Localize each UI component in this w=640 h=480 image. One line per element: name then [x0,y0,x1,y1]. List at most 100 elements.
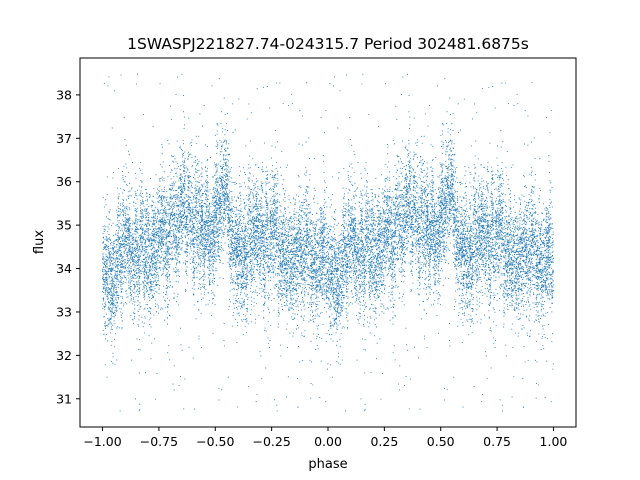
data-point [496,228,498,230]
data-point [266,254,268,256]
data-point [477,216,479,218]
data-point [360,260,362,262]
data-point [294,248,296,250]
data-point [264,286,265,287]
data-point [272,196,274,197]
data-point [199,228,201,229]
data-point [135,177,137,179]
data-point [470,247,472,249]
data-point [215,204,216,206]
data-point [512,235,514,237]
data-point [491,207,493,209]
data-point [450,162,451,164]
data-point [317,218,319,220]
data-point [449,242,451,244]
data-point [544,268,546,270]
data-point [524,226,526,228]
data-point [108,292,110,294]
data-point [542,308,544,310]
data-point [317,308,319,310]
data-point [519,241,521,243]
data-point [400,241,402,243]
data-point [278,257,280,259]
data-point [451,182,453,184]
data-point [511,244,513,246]
data-point [428,297,429,299]
data-point [447,128,449,130]
data-point [492,225,494,227]
data-point [342,260,344,262]
data-point [456,219,458,221]
data-point [270,234,272,236]
data-point [439,227,441,229]
data-point [459,207,461,209]
data-point [536,294,538,296]
data-point [480,205,482,207]
data-point [493,182,494,184]
data-point [303,173,305,175]
data-point [293,302,295,304]
data-point [474,236,476,237]
data-point [234,249,235,251]
data-point [160,233,162,235]
data-point [253,215,255,217]
data-point [251,218,253,220]
data-point [267,264,269,266]
data-point [353,242,355,244]
data-point [206,211,208,213]
data-point [515,282,517,284]
data-point [545,263,547,265]
data-point [195,209,197,211]
data-point [205,203,207,205]
data-point [467,267,469,269]
data-point [150,286,151,288]
data-point [527,283,529,285]
data-point [517,294,519,296]
data-point [543,220,544,222]
data-point [303,228,304,230]
data-point [157,201,159,203]
data-point [129,254,131,255]
data-point [352,256,353,258]
data-point [520,313,522,315]
data-point [169,259,171,261]
data-point [338,312,340,314]
data-point [463,228,465,230]
data-point [262,249,264,251]
data-point [336,270,338,272]
data-point [430,276,432,278]
data-point [151,254,153,256]
data-point [447,176,449,178]
data-point [103,246,105,248]
data-point [192,233,194,235]
data-point [523,215,525,217]
data-point [463,210,465,211]
data-point [109,301,111,303]
data-point [119,253,121,255]
data-point [286,279,288,281]
data-point [529,288,531,289]
data-point [317,296,319,298]
data-point [364,290,366,292]
data-point [212,227,214,229]
data-point [246,310,248,312]
data-point [335,288,337,290]
data-point [310,340,312,342]
data-point [163,251,165,253]
data-point [239,249,241,251]
data-point [236,247,238,249]
data-point [153,250,155,252]
data-point [232,235,234,237]
data-point [110,263,111,265]
data-point [547,244,549,246]
data-point [499,196,501,198]
data-point [470,240,472,241]
data-point [175,280,177,282]
data-point [314,268,316,270]
data-point [415,180,417,182]
data-point [540,271,542,273]
data-point [131,295,133,297]
data-point [240,302,242,304]
data-point [485,257,487,259]
data-point [489,260,491,262]
